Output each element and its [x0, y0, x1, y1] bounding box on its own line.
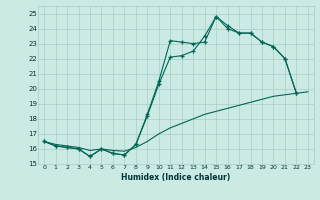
X-axis label: Humidex (Indice chaleur): Humidex (Indice chaleur)	[121, 173, 231, 182]
